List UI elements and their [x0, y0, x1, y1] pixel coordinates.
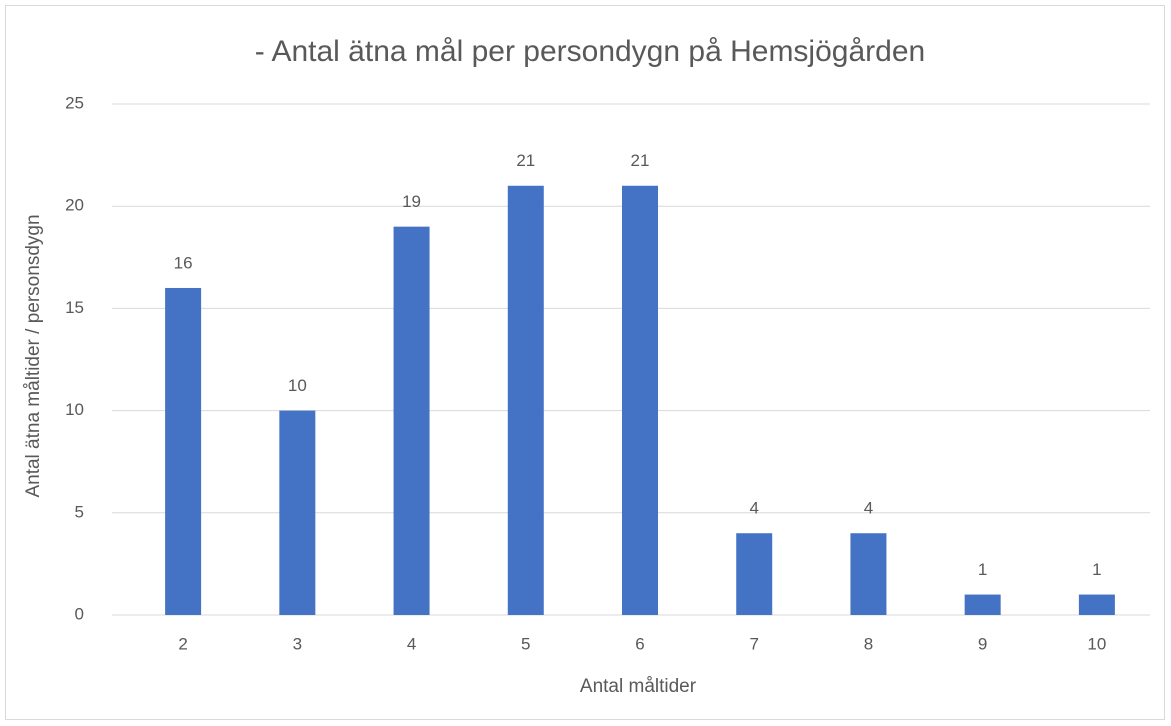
x-tick-label: 7 — [749, 634, 758, 653]
data-label: 1 — [978, 560, 987, 579]
bar — [507, 185, 544, 615]
bar — [393, 226, 430, 615]
data-label: 10 — [288, 376, 307, 395]
data-label: 4 — [749, 499, 758, 518]
data-label: 21 — [516, 151, 535, 170]
data-label: 1 — [1092, 560, 1101, 579]
x-tick-label: 4 — [407, 634, 416, 653]
bar — [165, 287, 202, 615]
x-tick-label: 8 — [864, 634, 873, 653]
x-tick-label: 6 — [635, 634, 644, 653]
y-tick-label: 5 — [75, 502, 84, 521]
data-label: 21 — [631, 151, 650, 170]
data-label: 16 — [174, 253, 193, 272]
bar — [1078, 594, 1115, 615]
bar — [736, 533, 773, 615]
bar — [964, 594, 1001, 615]
bar — [850, 533, 887, 615]
data-label: 4 — [864, 499, 873, 518]
y-tick-label: 15 — [65, 298, 84, 317]
y-tick-label: 0 — [75, 604, 84, 623]
y-tick-label: 25 — [65, 93, 84, 112]
y-tick-label: 20 — [65, 196, 84, 215]
bar — [622, 185, 658, 615]
x-tick-label: 5 — [521, 634, 530, 653]
chart-title: - Antal ätna mål per persondygn på Hemsj… — [255, 35, 925, 68]
bar — [279, 410, 316, 615]
x-tick-label: 2 — [178, 634, 187, 653]
data-label: 19 — [402, 192, 421, 211]
x-tick-label: 10 — [1087, 634, 1106, 653]
x-tick-label: 9 — [978, 634, 987, 653]
y-tick-label: 10 — [65, 400, 84, 419]
x-axis-label: Antal måltider — [580, 676, 697, 697]
x-tick-label: 3 — [293, 634, 302, 653]
y-axis-label: Antal ätna måltider / personsdygn — [23, 214, 44, 497]
